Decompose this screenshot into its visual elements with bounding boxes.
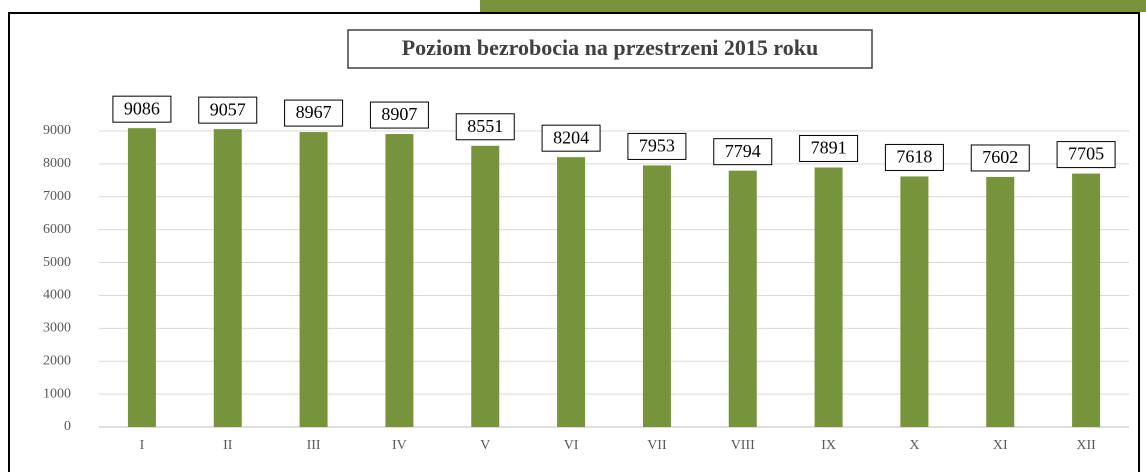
bar: [299, 132, 328, 427]
x-tick-label: IX: [821, 438, 836, 453]
bar: [127, 128, 156, 427]
bar: [728, 170, 757, 427]
y-tick-label: 4000: [43, 288, 71, 303]
y-tick-label: 2000: [43, 353, 71, 368]
y-tick-label: 5000: [43, 255, 71, 270]
value-label-box: [970, 144, 1030, 172]
x-tick-label: XI: [993, 438, 1008, 453]
value-label: 9086: [124, 98, 160, 118]
value-label: 7794: [725, 141, 761, 161]
x-tick-label: VI: [564, 438, 579, 453]
value-label: 7891: [811, 138, 847, 158]
value-label: 7618: [896, 147, 932, 167]
bar: [814, 167, 843, 428]
value-label: 8551: [467, 116, 503, 136]
value-label-box: [455, 113, 515, 141]
y-tick-label: 0: [64, 419, 71, 434]
y-tick-label: 1000: [43, 386, 71, 401]
value-label-box: [627, 132, 687, 160]
x-tick-label: IV: [392, 438, 407, 453]
value-label-box: [198, 96, 258, 124]
value-label: 7705: [1068, 144, 1104, 164]
bar: [1072, 173, 1101, 427]
value-label: 8967: [296, 102, 332, 122]
x-tick-label: III: [307, 438, 321, 453]
bar: [557, 157, 586, 427]
chart-title: Poziom bezrobocia na przestrzeni 2015 ro…: [402, 35, 819, 60]
value-label-box: [112, 95, 172, 123]
bar: [385, 134, 414, 428]
bar: [900, 176, 929, 427]
x-tick-label: V: [480, 438, 490, 453]
value-label-box: [284, 99, 344, 127]
x-tick-label: I: [140, 438, 145, 453]
y-tick-label: 7000: [43, 189, 71, 204]
value-label-box: [1056, 141, 1116, 169]
value-label: 7953: [639, 136, 675, 156]
title-box: [347, 29, 873, 69]
value-label-box: [541, 124, 601, 152]
value-label-box: [799, 134, 859, 162]
x-tick-label: XII: [1076, 438, 1096, 453]
bar: [213, 129, 242, 427]
y-tick-label: 3000: [43, 321, 71, 336]
bar: [642, 165, 671, 427]
value-label-box: [884, 143, 944, 171]
y-tick-label: 6000: [43, 222, 71, 237]
value-label: 8907: [381, 104, 417, 124]
value-label-box: [369, 101, 429, 129]
y-tick-label: 8000: [43, 156, 71, 171]
bar: [986, 176, 1015, 427]
x-tick-label: VIII: [731, 438, 755, 453]
bar: [471, 145, 500, 428]
value-label: 9057: [210, 99, 246, 119]
header-strip: [480, 0, 1146, 12]
value-label: 8204: [553, 127, 589, 147]
value-label-box: [713, 138, 773, 166]
value-label: 7602: [982, 147, 1018, 167]
x-tick-label: VII: [647, 438, 667, 453]
x-tick-label: II: [223, 438, 233, 453]
y-tick-label: 9000: [43, 123, 71, 138]
x-tick-label: X: [909, 438, 919, 453]
